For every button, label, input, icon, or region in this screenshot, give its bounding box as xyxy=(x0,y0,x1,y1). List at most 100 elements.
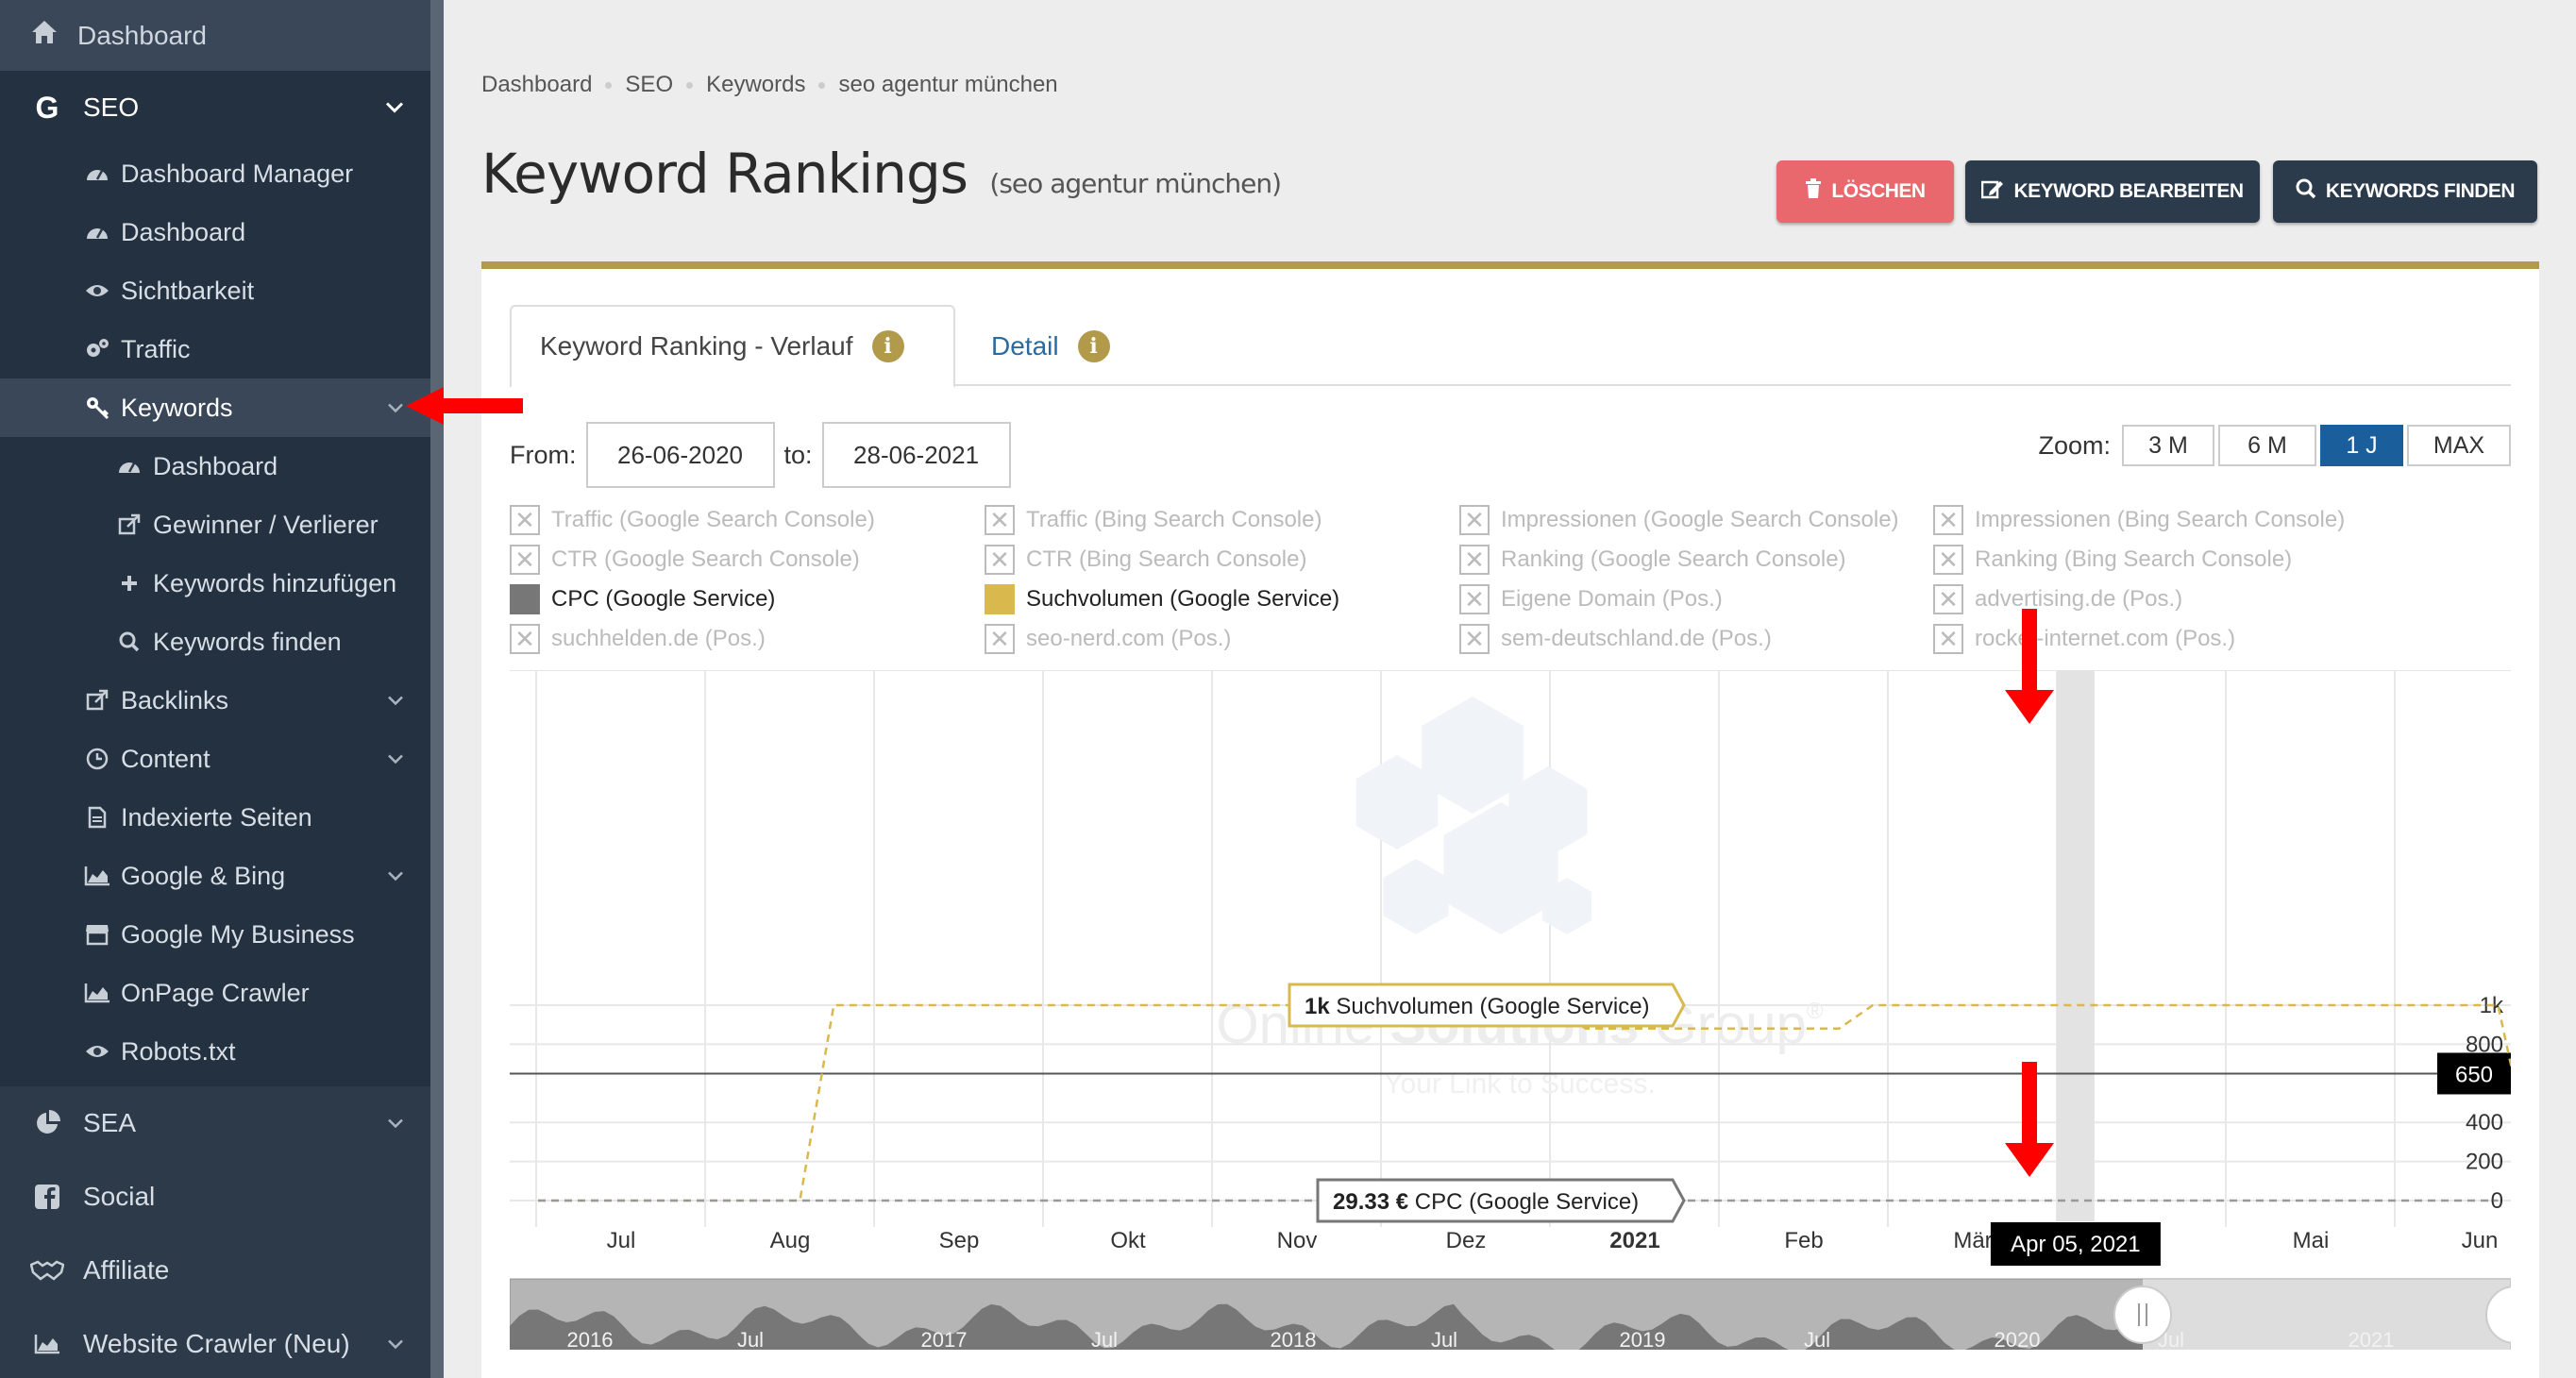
sidebar-item-label: Google & Bing xyxy=(121,861,286,890)
key-icon xyxy=(83,394,111,422)
tooltip-suchvolumen-box xyxy=(1288,983,1686,1028)
breadcrumb-separator xyxy=(686,81,694,89)
zoom-label: Zoom: xyxy=(2038,430,2111,460)
legend-item[interactable]: ✕ Ranking (Bing Search Console) xyxy=(1933,545,2292,575)
navigator-label: 2019 xyxy=(1620,1328,1666,1350)
navigator-handle-left[interactable] xyxy=(2113,1286,2172,1344)
legend-item[interactable]: ✕ Traffic (Bing Search Console) xyxy=(985,505,1322,535)
date-range: From: 26-06-2020 to: 28-06-2021 xyxy=(510,422,1020,488)
sidebar-item-label: Backlinks xyxy=(121,685,229,714)
x-tick-label: Dez xyxy=(1446,1228,1487,1253)
tab-detail[interactable]: Detail i xyxy=(991,305,1110,388)
edit-icon xyxy=(1981,178,2004,205)
plot-line-label-bg xyxy=(2437,1052,2511,1095)
sidebar-item-onpage-crawler[interactable]: OnPage Crawler xyxy=(0,964,444,1022)
navigator-label: Jul xyxy=(1091,1328,1118,1350)
sidebar-item-seo[interactable]: G SEO xyxy=(0,71,444,144)
breadcrumb-item-seo[interactable]: SEO xyxy=(625,72,674,97)
sidebar-item-gewinner-verlierer[interactable]: Gewinner / Verlierer xyxy=(0,496,444,554)
search-icon xyxy=(115,628,143,656)
zoom-option-button[interactable]: 6 M xyxy=(2218,425,2316,466)
zoom-option-button[interactable]: MAX xyxy=(2407,425,2511,466)
legend-item[interactable]: ✕ CTR (Bing Search Console) xyxy=(985,545,1306,575)
zoom-option-button[interactable]: 1 J xyxy=(2320,425,2403,466)
sidebar-item-label: Dashboard xyxy=(153,451,278,480)
external-link-icon xyxy=(83,686,111,714)
speedometer-icon xyxy=(83,160,111,188)
navigator-handle-right[interactable] xyxy=(2485,1286,2511,1344)
sidebar-item-dashboard[interactable]: Dashboard xyxy=(0,437,444,496)
home-icon xyxy=(30,19,59,52)
legend-item[interactable]: CPC (Google Service) xyxy=(510,584,775,614)
legend-item[interactable]: ✕ advertising.de (Pos.) xyxy=(1933,584,2182,614)
sidebar-item-affiliate[interactable]: Affiliate xyxy=(0,1234,444,1307)
legend-item[interactable]: ✕ suchhelden.de (Pos.) xyxy=(510,624,766,654)
sidebar-item-google-my-business[interactable]: Google My Business xyxy=(0,905,444,964)
watermark-hexagon xyxy=(1422,697,1524,814)
legend-label: Traffic (Google Search Console) xyxy=(551,507,875,532)
info-icon[interactable]: i xyxy=(871,330,904,362)
legend-label: Ranking (Bing Search Console) xyxy=(1975,546,2293,572)
legend-disabled-icon: ✕ xyxy=(985,505,1015,535)
to-date-input[interactable]: 28-06-2021 xyxy=(821,422,1011,488)
sidebar-item-sichtbarkeit[interactable]: Sichtbarkeit xyxy=(0,261,444,320)
legend-item[interactable]: ✕ Impressionen (Google Search Console) xyxy=(1459,505,1899,535)
x-tick-label: Jun xyxy=(2462,1228,2499,1253)
from-label: From: xyxy=(510,440,577,469)
sidebar-item-social[interactable]: Social xyxy=(0,1160,444,1234)
legend-disabled-icon: ✕ xyxy=(1933,505,1963,535)
breadcrumb-item-dashboard[interactable]: Dashboard xyxy=(481,72,593,97)
navigator-label: 2018 xyxy=(1271,1328,1317,1350)
speedometer-icon xyxy=(83,218,111,246)
sidebar-item-indexierte-seiten[interactable]: Indexierte Seiten xyxy=(0,788,444,847)
page-title-text: Keyword Rankings xyxy=(481,142,968,206)
sidebar-item-keywords[interactable]: Keywords xyxy=(0,378,444,437)
watermark-hexagon xyxy=(1542,878,1591,934)
sidebar-item-backlinks[interactable]: Backlinks xyxy=(0,671,444,730)
sidebar-item-label: Traffic xyxy=(121,334,191,363)
zoom-option-button[interactable]: 3 M xyxy=(2122,425,2214,466)
sidebar-item-dashboard[interactable]: Dashboard xyxy=(0,203,444,261)
plot-line-label: 650 xyxy=(2455,1062,2493,1087)
sidebar-item-google-bing[interactable]: Google & Bing xyxy=(0,847,444,905)
legend-item[interactable]: ✕ Traffic (Google Search Console) xyxy=(510,505,875,535)
legend-label: Impressionen (Google Search Console) xyxy=(1501,507,1899,532)
sidebar-item-dashboard-manager[interactable]: Dashboard Manager xyxy=(0,144,444,203)
edit-keyword-button-label: Keyword bearbeiten xyxy=(2013,180,2244,202)
external-link-icon xyxy=(115,511,143,539)
legend-item[interactable]: ✕ Ranking (Google Search Console) xyxy=(1459,545,1846,575)
sidebar-item-keywords-hinzuf-gen[interactable]: Keywords hinzufügen xyxy=(0,554,444,613)
info-icon[interactable]: i xyxy=(1077,330,1110,362)
sidebar-scrollbar[interactable] xyxy=(430,0,444,1378)
legend-item[interactable]: ✕ sem-deutschland.de (Pos.) xyxy=(1459,624,1772,654)
legend-item[interactable]: ✕ Impressionen (Bing Search Console) xyxy=(1933,505,2345,535)
find-keywords-button[interactable]: Keywords finden xyxy=(2273,160,2537,223)
sidebar-item-label: Indexierte Seiten xyxy=(121,802,312,832)
sidebar-item-robots-txt[interactable]: Robots.txt xyxy=(0,1022,444,1081)
legend-item[interactable]: ✕ CTR (Google Search Console) xyxy=(510,545,860,575)
legend-item[interactable]: Suchvolumen (Google Service) xyxy=(985,584,1339,614)
sidebar-item-traffic[interactable]: Traffic xyxy=(0,320,444,378)
sidebar-item-keywords-finden[interactable]: Keywords finden xyxy=(0,613,444,671)
sidebar-item-dashboard[interactable]: Dashboard xyxy=(0,0,444,71)
legend-item[interactable]: ✕ Eigene Domain (Pos.) xyxy=(1459,584,1723,614)
tooltip-cpc-box xyxy=(1316,1178,1686,1223)
sidebar-item-label: SEO xyxy=(83,92,140,122)
edit-keyword-button[interactable]: Keyword bearbeiten xyxy=(1965,160,2260,223)
sidebar-item-content[interactable]: Content xyxy=(0,730,444,788)
legend-item[interactable]: ✕ seo-nerd.com (Pos.) xyxy=(985,624,1231,654)
tooltip-suchvolumen: 1k Suchvolumen (Google Service) xyxy=(1305,994,1650,1019)
delete-button[interactable]: Löschen xyxy=(1776,160,1954,223)
legend-disabled-icon: ✕ xyxy=(510,624,540,654)
tab-ranking-history[interactable]: Keyword Ranking - Verlauf i xyxy=(510,305,955,388)
x-tick-label: Aug xyxy=(770,1228,811,1253)
chevron-down-icon xyxy=(385,97,404,119)
sidebar-item-label: OnPage Crawler xyxy=(121,978,310,1007)
sidebar-item-website-crawler-neu[interactable]: Website Crawler (Neu) xyxy=(0,1307,444,1378)
chart-legend: ✕ Traffic (Google Search Console) ✕ Traffic… xyxy=(510,505,2511,675)
from-date-input[interactable]: 26-06-2020 xyxy=(585,422,775,488)
sidebar-item-sea[interactable]: SEA xyxy=(0,1086,444,1160)
breadcrumb-item-keywords[interactable]: Keywords xyxy=(706,72,806,97)
legend-item[interactable]: ✕ rocket-internet.com (Pos.) xyxy=(1933,624,2235,654)
